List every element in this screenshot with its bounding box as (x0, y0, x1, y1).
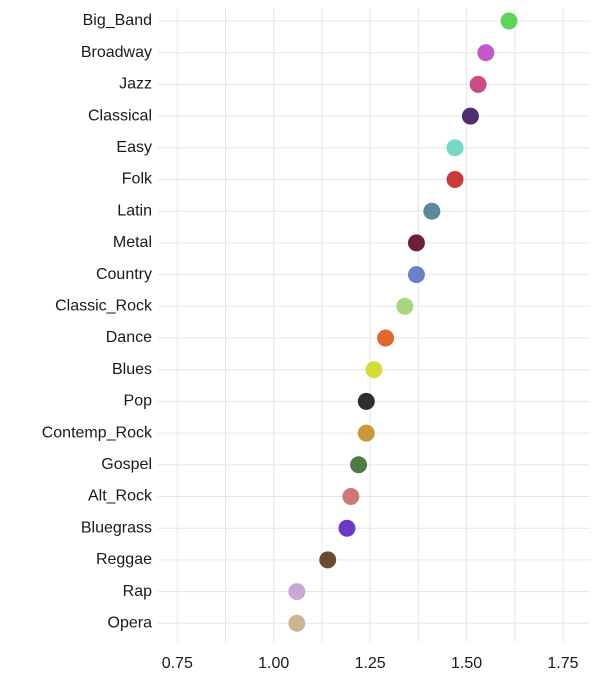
x-tick-label: 0.75 (162, 655, 193, 672)
y-tick-label: Contemp_Rock (42, 424, 153, 441)
y-tick-label: Pop (124, 393, 153, 410)
data-point (377, 329, 395, 347)
data-point (500, 12, 518, 30)
grid-layer (158, 8, 590, 642)
data-point (446, 171, 464, 188)
y-tick-label: Classical (88, 107, 152, 124)
y-tick-label: Big_Band (83, 12, 152, 29)
data-point (319, 551, 337, 569)
y-tick-label: Metal (113, 234, 152, 251)
x-tick-label: 1.50 (451, 655, 482, 672)
y-tick-label: Opera (108, 615, 153, 632)
y-tick-label: Country (96, 266, 152, 283)
y-tick-label: Folk (122, 171, 153, 188)
data-point (288, 614, 306, 632)
y-tick-label: Broadway (81, 44, 152, 61)
data-point (288, 583, 306, 601)
x-axis-labels: 0.75 1.00 1.25 1.50 1.75 (162, 655, 579, 672)
data-point (407, 266, 425, 284)
data-point (338, 519, 356, 537)
y-tick-label: Jazz (119, 76, 152, 93)
x-tick-label: 1.75 (547, 655, 578, 672)
data-point (357, 424, 375, 442)
data-point (396, 297, 414, 315)
y-tick-label: Gospel (101, 456, 152, 473)
data-point (423, 202, 441, 220)
data-point (350, 456, 368, 474)
x-tick-label: 1.25 (355, 655, 386, 672)
data-point (407, 234, 425, 252)
data-point (342, 488, 360, 505)
data-point (461, 107, 479, 125)
y-tick-label: Rap (123, 583, 152, 600)
x-tick-label: 1.00 (258, 655, 289, 672)
y-tick-label: Blues (112, 361, 152, 378)
y-tick-label: Alt_Rock (88, 488, 153, 505)
data-points (288, 12, 518, 632)
data-point (357, 392, 375, 410)
y-tick-label: Classic_Rock (55, 298, 153, 315)
data-point (469, 75, 487, 93)
y-tick-label: Reggae (96, 551, 152, 568)
y-axis-labels: Big_Band Broadway Jazz Classical Easy Folk Lat… (42, 12, 153, 631)
data-point (446, 139, 464, 157)
data-point (365, 361, 383, 379)
y-tick-label: Easy (116, 139, 152, 156)
data-point (477, 44, 495, 62)
y-tick-label: Bluegrass (81, 519, 152, 536)
y-tick-label: Latin (117, 202, 152, 219)
y-tick-label: Dance (106, 329, 152, 346)
